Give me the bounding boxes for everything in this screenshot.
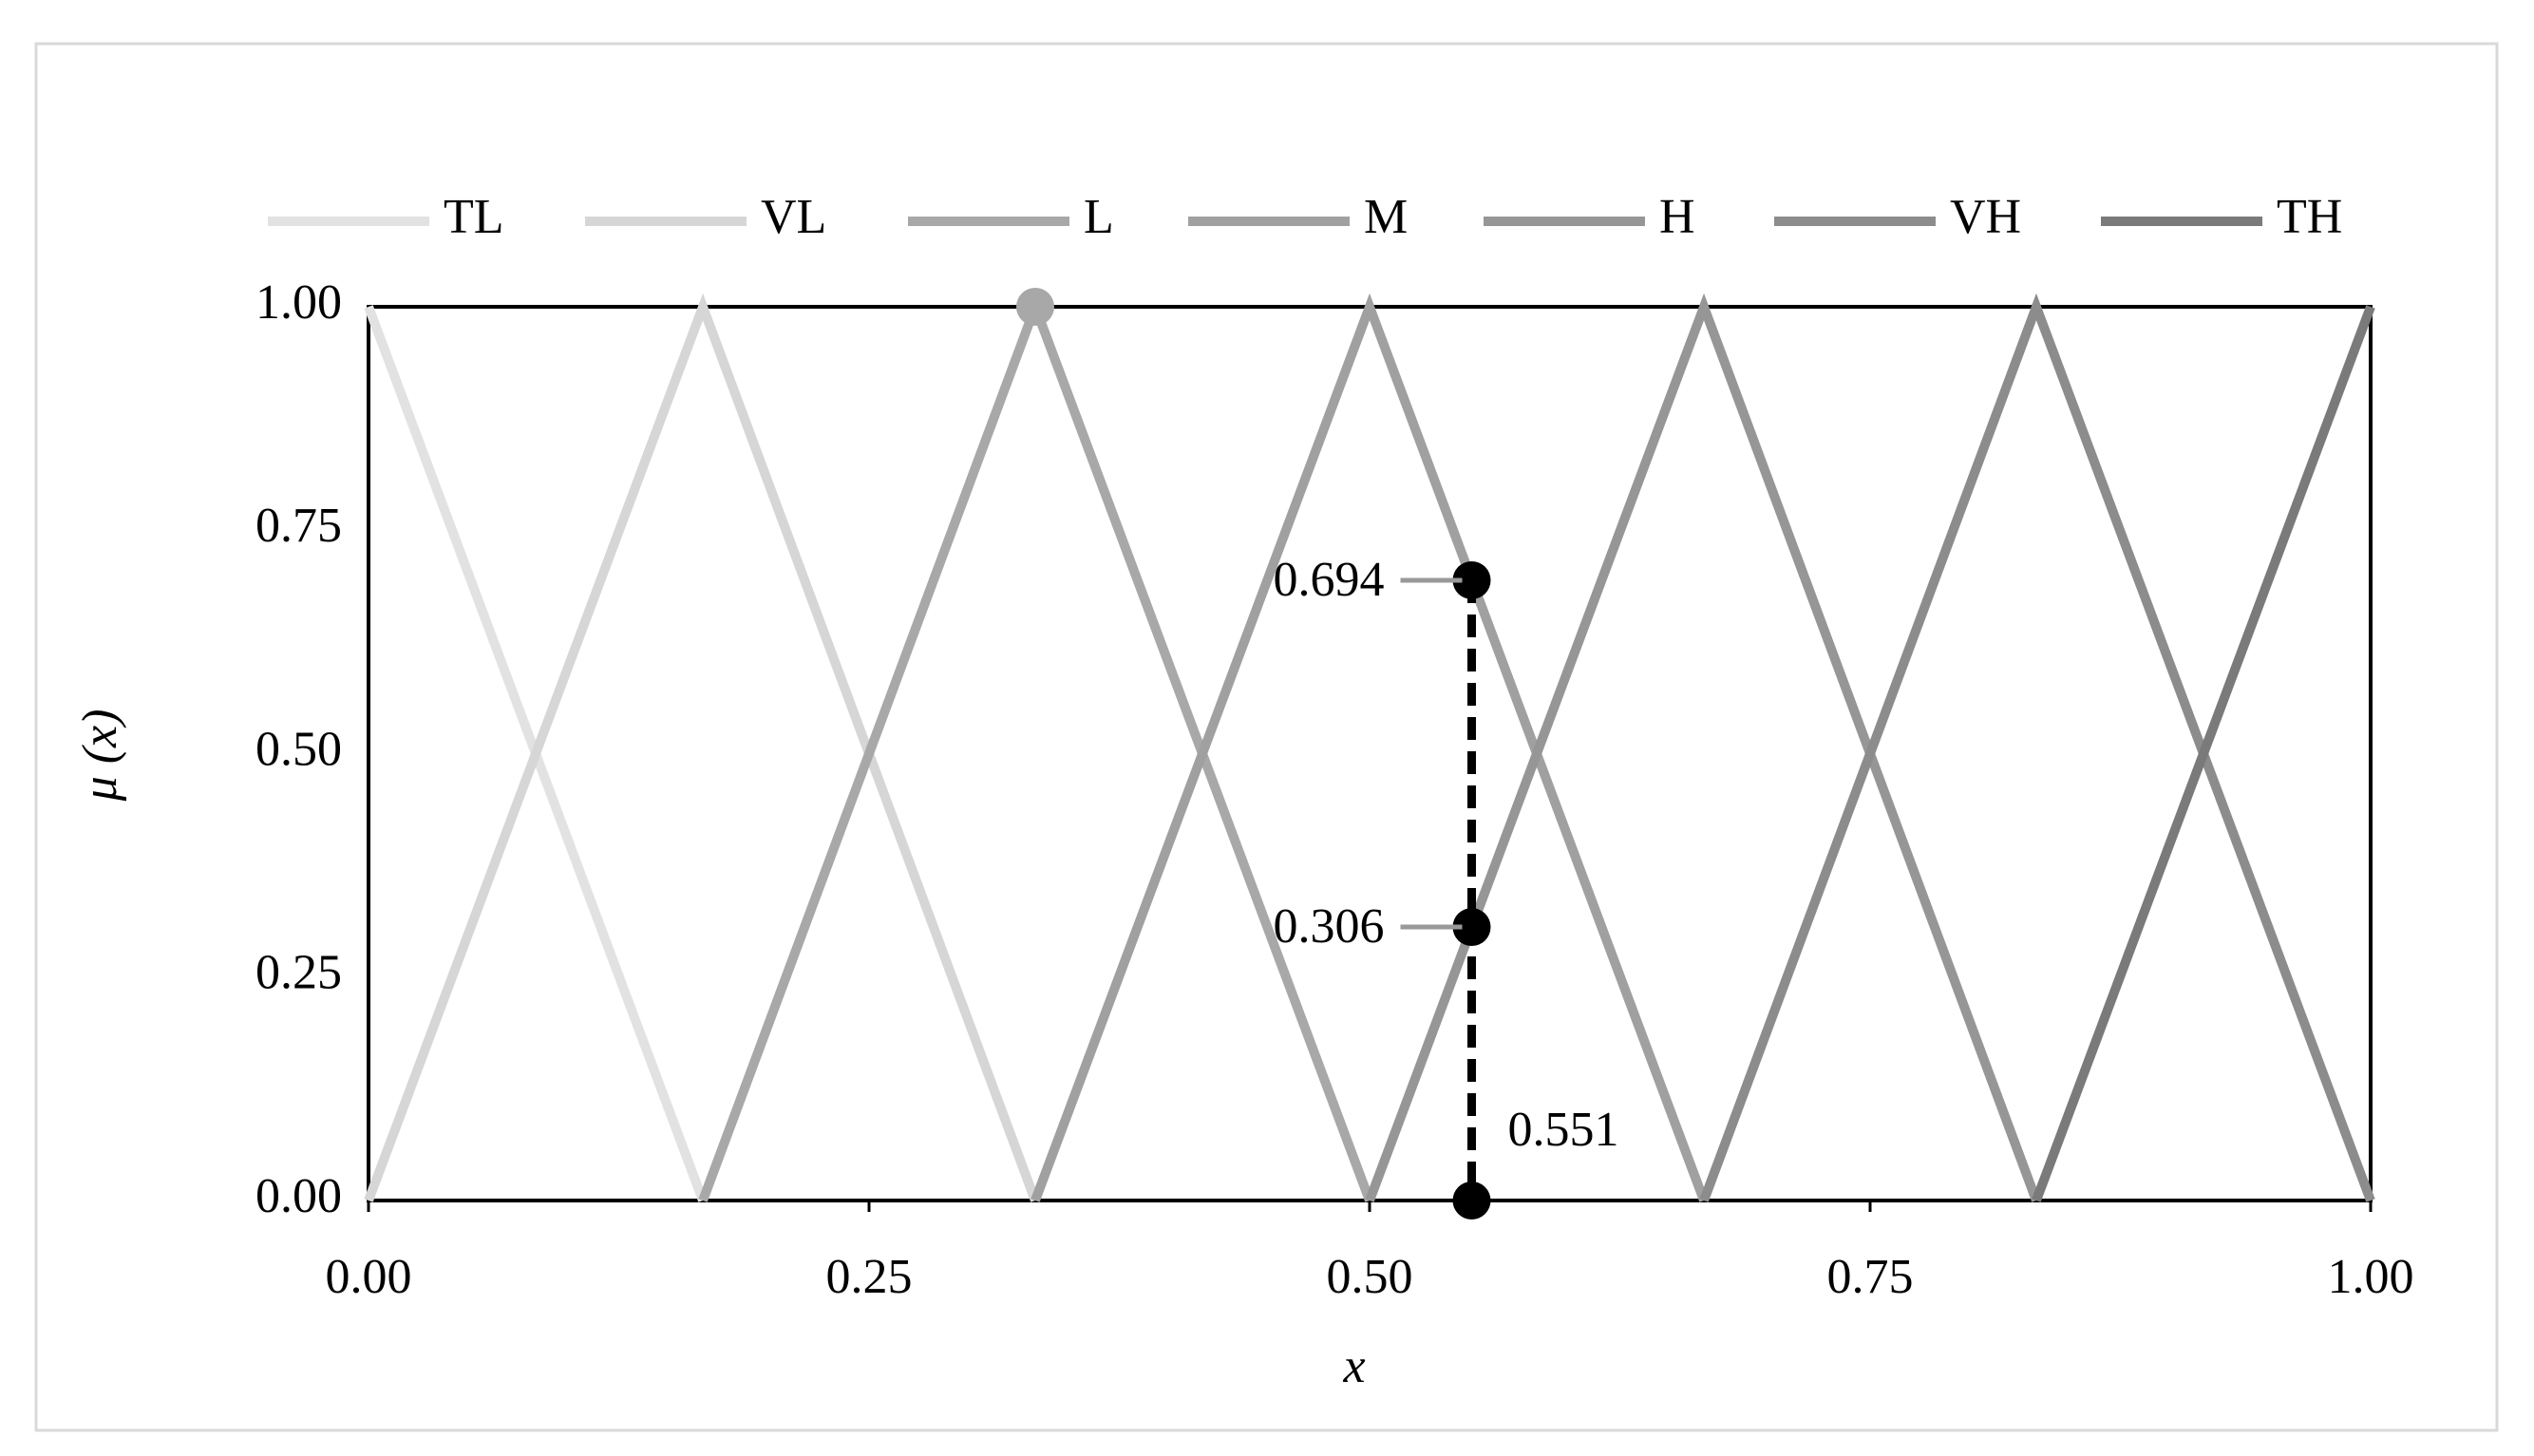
x-axis-label: x [1342, 1339, 1365, 1393]
y-tick-label: 0.25 [255, 946, 342, 1000]
reading-label: 0.694 [1274, 553, 1385, 607]
y-axis-label: μ (x) [73, 709, 127, 803]
y-tick-label: 0.50 [255, 722, 342, 776]
legend-label: H [1659, 190, 1695, 244]
y-tick-label: 1.00 [255, 275, 342, 330]
chart-border [34, 42, 2499, 1432]
y-tick-label: 0.00 [255, 1169, 342, 1223]
reading-point [1452, 560, 1491, 599]
legend-label: TH [2277, 190, 2342, 244]
x-tick-label: 1.00 [2328, 1250, 2414, 1304]
legend-label: M [1364, 190, 1408, 244]
x-tick-label: 0.00 [326, 1250, 412, 1304]
x-tick-label: 0.50 [1327, 1250, 1413, 1304]
reading-point [1452, 1182, 1491, 1220]
legend-label: TL [444, 190, 504, 244]
series-line [2032, 305, 2375, 1202]
legend-label: L [1084, 190, 1114, 244]
series-line [364, 293, 1040, 1202]
series-line [1365, 293, 2041, 1202]
reading-label: 0.306 [1274, 899, 1385, 954]
x-tick-label: 0.75 [1827, 1250, 1914, 1304]
reading-x-label: 0.551 [1508, 1103, 1619, 1157]
series-line [1699, 293, 2375, 1202]
legend-label: VL [761, 190, 826, 244]
series-line [698, 293, 1374, 1202]
reading-point [1452, 908, 1491, 947]
x-tick-label: 0.25 [826, 1250, 913, 1304]
series-line [1031, 293, 1709, 1202]
y-tick-label: 0.75 [255, 499, 342, 553]
plot-frame [367, 305, 2373, 1202]
highlight-point [1015, 288, 1054, 326]
legend-label: VH [1950, 190, 2021, 244]
